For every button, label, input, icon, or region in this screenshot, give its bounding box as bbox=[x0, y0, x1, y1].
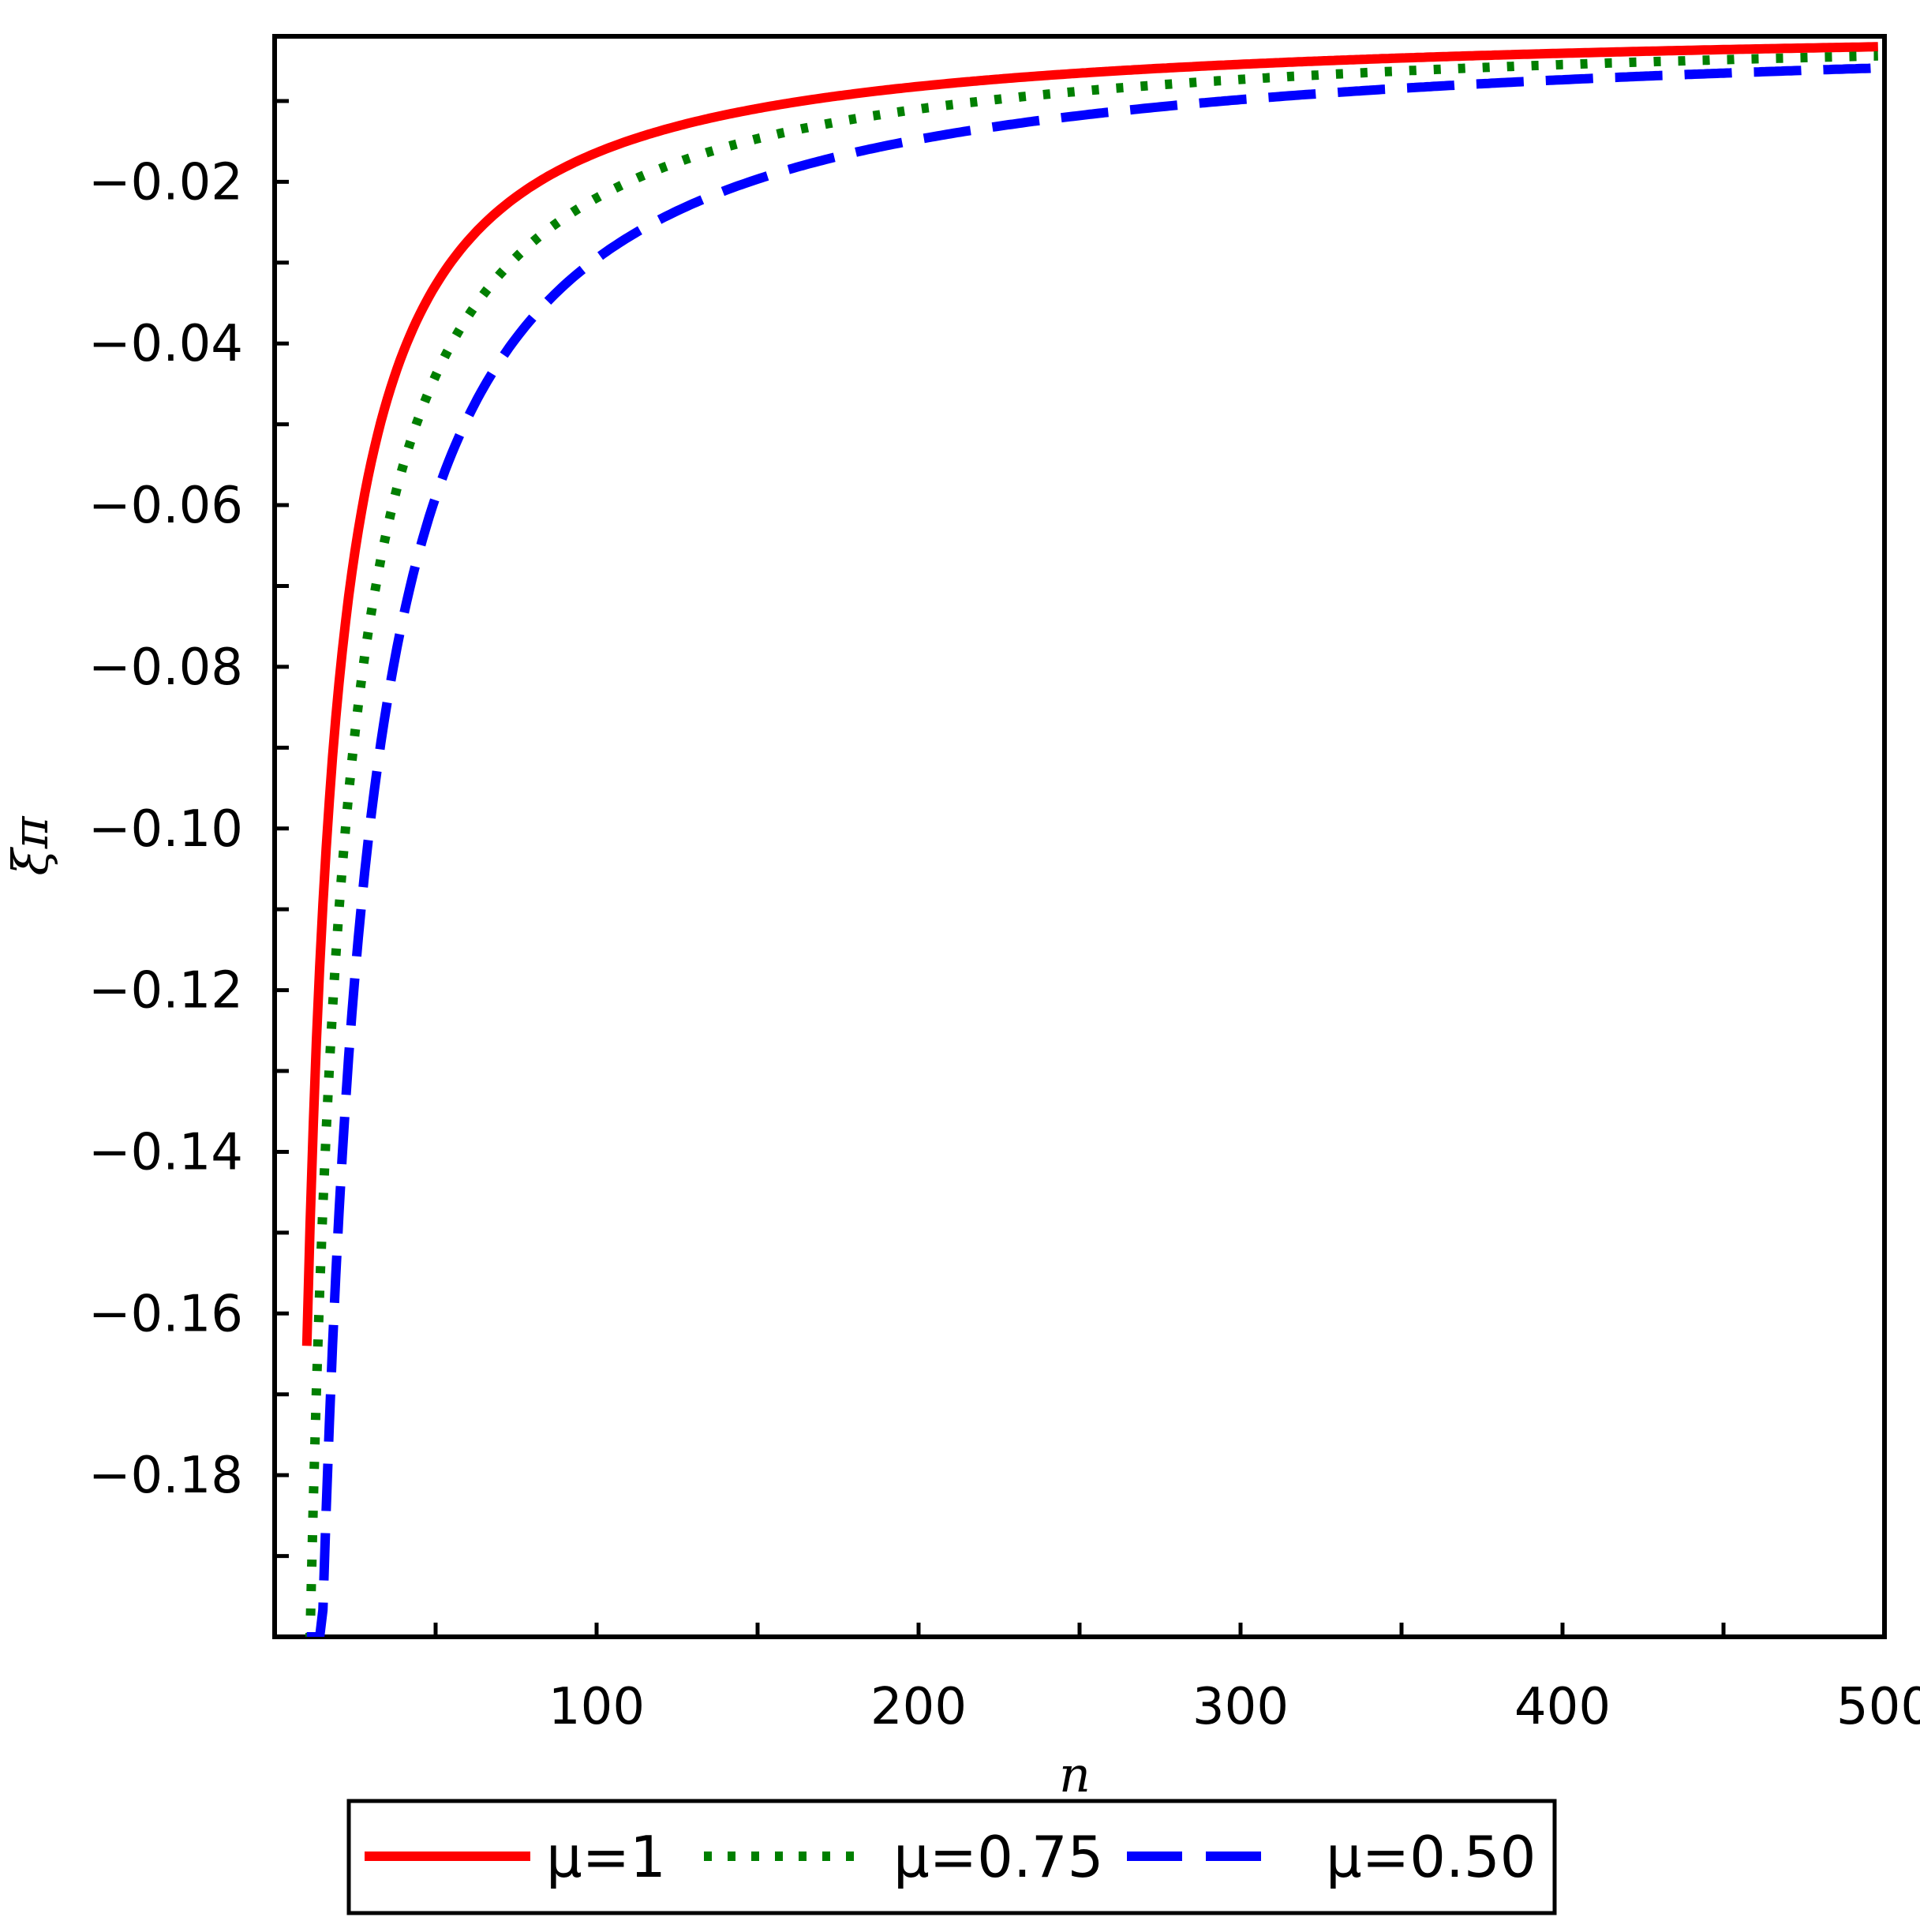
legend-label-mu-050: μ=0.50 bbox=[1326, 1824, 1536, 1890]
x-tick-label: 500 bbox=[1836, 1678, 1920, 1736]
series-line-2 bbox=[306, 63, 1878, 1637]
y-axis-label: ξπ bbox=[2, 815, 59, 875]
y-axis-ticks: −0.02 −0.04 −0.06 −0.08 −0.10 −0.12 −0.14 −0.16… bbox=[88, 99, 289, 1639]
y-tick-label: −0.14 bbox=[88, 1123, 243, 1181]
x-tick-label: 100 bbox=[548, 1678, 645, 1736]
x-tick-label: 300 bbox=[1192, 1678, 1289, 1736]
y-tick-label: −0.18 bbox=[88, 1447, 243, 1505]
series-line-0 bbox=[301, 42, 1878, 1346]
legend-label-mu-1: μ=1 bbox=[546, 1824, 666, 1890]
x-tick-label: 400 bbox=[1514, 1678, 1611, 1736]
y-tick-label: −0.06 bbox=[88, 477, 243, 535]
series-lines bbox=[301, 42, 1878, 1637]
y-tick-label: −0.16 bbox=[88, 1285, 243, 1343]
x-axis-label: n bbox=[1059, 1746, 1091, 1803]
y-tick-label: −0.04 bbox=[88, 315, 243, 373]
y-tick-label: −0.12 bbox=[88, 962, 243, 1020]
x-tick-label: 200 bbox=[870, 1678, 967, 1736]
legend-box bbox=[346, 1799, 1557, 1915]
legend-label-mu-075: μ=0.75 bbox=[893, 1824, 1103, 1890]
legend: μ=1 μ=0.75 μ=0.50 bbox=[346, 1799, 1557, 1915]
x-axis-ticks: 100 200 300 400 500 bbox=[433, 1623, 1920, 1736]
y-tick-label: −0.02 bbox=[88, 153, 243, 212]
y-tick-label: −0.10 bbox=[88, 800, 243, 859]
y-tick-label: −0.08 bbox=[88, 638, 243, 697]
plot-area bbox=[272, 34, 1887, 1639]
series-line-1 bbox=[305, 51, 1878, 1637]
